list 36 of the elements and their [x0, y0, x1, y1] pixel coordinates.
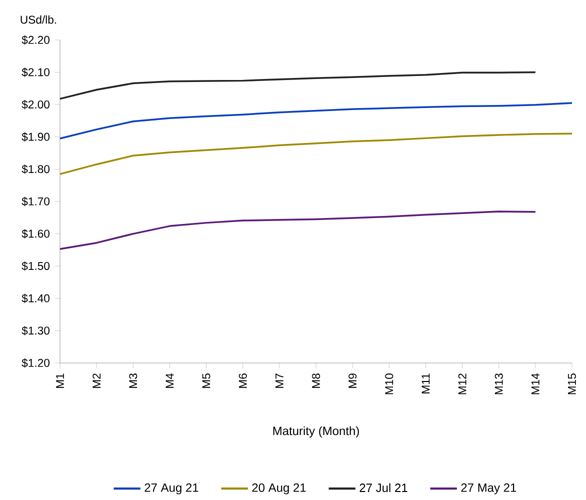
x-tick-label: M2	[92, 374, 101, 388]
legend-label: 20 Aug 21	[252, 483, 306, 494]
y-tick-label: $1.30	[22, 326, 50, 336]
x-tick-label: M6	[238, 374, 247, 388]
y-axis-title: USd/lb.	[20, 15, 56, 24]
legend-label: 27 Jul 21	[360, 483, 408, 492]
x-tick-label: M10	[385, 373, 394, 394]
x-tick-label: M12	[458, 374, 466, 394]
y-tick-label: $1.40	[22, 294, 50, 303]
y-tick-label: $1.80	[22, 164, 50, 174]
line-series	[59, 102, 573, 140]
x-tick-label: M14	[532, 373, 540, 394]
y-tick-label: $1.90	[22, 132, 50, 142]
line-series	[59, 210, 536, 250]
x-tick-label: M9	[348, 374, 357, 388]
x-axis-title: Maturity (Month)	[273, 426, 359, 438]
y-tick-label: $1.50	[22, 262, 50, 271]
x-tick-label: M15	[568, 374, 576, 394]
x-tick-label: M5	[202, 374, 210, 388]
x-tick-label: M3	[129, 374, 138, 388]
x-tick-label: M7	[276, 374, 284, 388]
y-tick-label: $2.10	[22, 68, 50, 77]
y-tick-label: $1.20	[22, 358, 50, 368]
x-tick-label: M11	[422, 374, 430, 394]
x-tick-label: M1	[56, 374, 64, 388]
x-tick-label: M8	[312, 374, 320, 388]
y-tick-label: $1.70	[22, 196, 50, 206]
legend-label: 27 Aug 21	[144, 483, 198, 494]
line-series	[59, 132, 573, 175]
y-tick-label: $1.60	[22, 229, 50, 238]
y-tick-label: $2.00	[22, 100, 50, 110]
x-tick-label: M13	[494, 374, 503, 394]
legend-label: 27 May 21	[461, 483, 516, 494]
line-series	[59, 71, 536, 100]
y-tick-label: $2.20	[22, 35, 50, 45]
x-tick-label: M4	[166, 373, 174, 388]
